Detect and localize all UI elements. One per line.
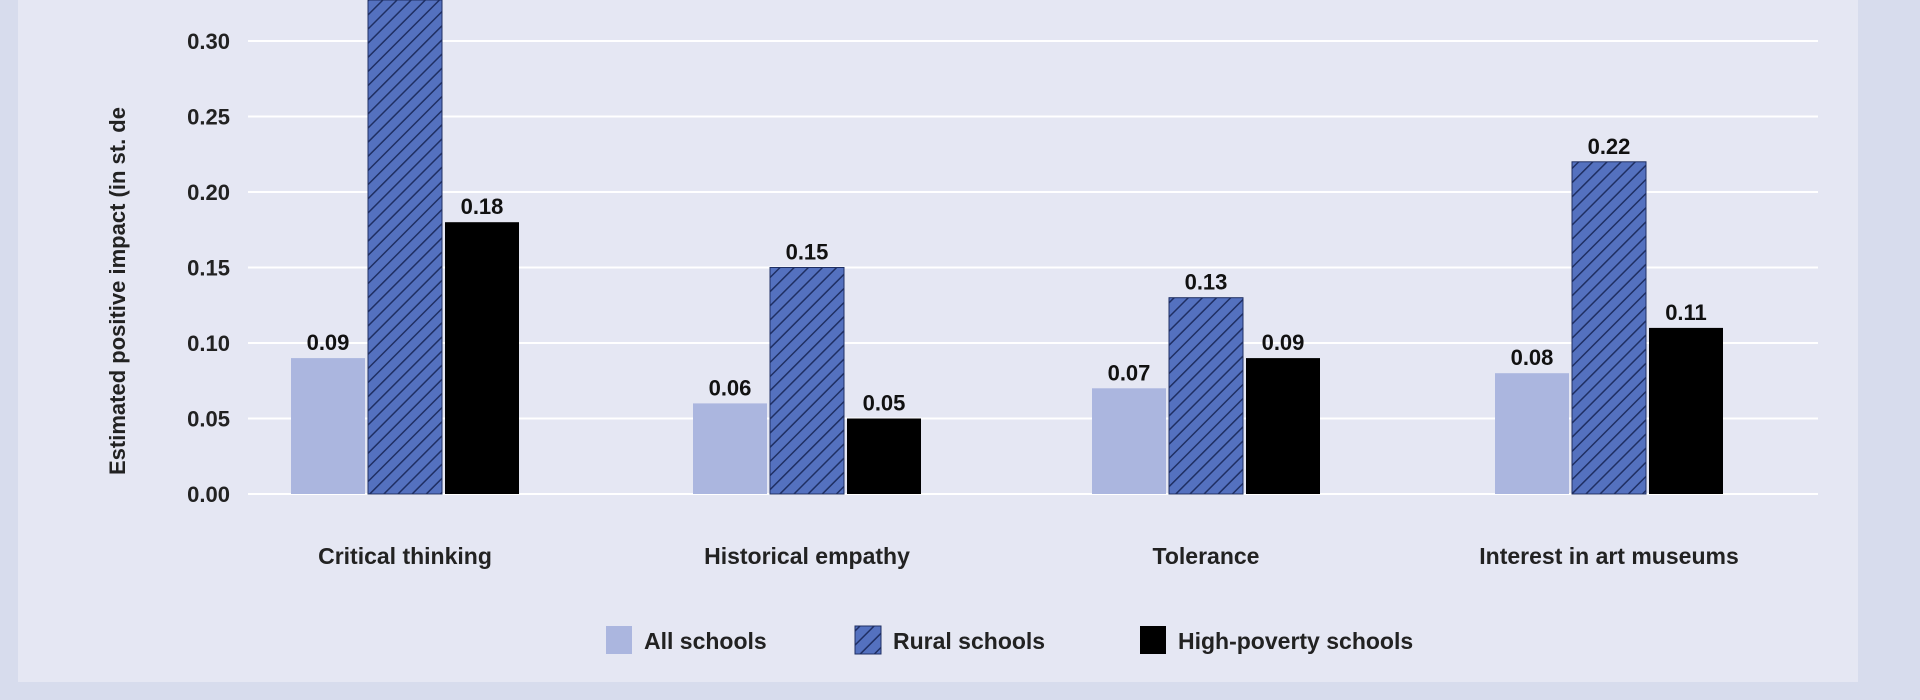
data-label: 0.11: [1665, 300, 1707, 325]
y-tick-label: 0.00: [187, 482, 230, 507]
data-label: 0.05: [863, 391, 906, 416]
data-label: 0.09: [1262, 330, 1305, 355]
y-tick-label: 0.15: [187, 256, 230, 281]
y-tick-label: 0.25: [187, 105, 230, 130]
y-tick-label: 0.05: [187, 407, 230, 432]
bar-all-schools: [693, 403, 767, 494]
legend: All schools Rural schools High-poverty sch…: [606, 625, 1413, 655]
legend-label: All schools: [644, 628, 767, 654]
legend-swatch: [1140, 626, 1166, 654]
y-tick-label: 0.10: [187, 331, 230, 356]
bar-high-poverty-schools: [1649, 327, 1723, 494]
data-label: 0.13: [1185, 270, 1228, 295]
legend-swatch: [606, 626, 632, 654]
category-label: Interest in art museums: [1479, 543, 1738, 569]
data-label: 0.09: [307, 330, 350, 355]
data-labels: 0.09 0.06 0.07 0.08 0.15 0.13 0.22 0.18 0.05 0.09…: [307, 134, 1707, 416]
category-label: Critical thinking: [318, 543, 492, 569]
bar-rural-schools: [1168, 297, 1244, 495]
legend-swatch: [854, 625, 882, 655]
data-label: 0.08: [1511, 345, 1554, 370]
y-tick-label: 0.20: [187, 180, 230, 205]
x-axis-categories: Critical thinking Historical empathy Toler…: [318, 543, 1739, 569]
bar-high-poverty-schools: [1246, 358, 1320, 494]
data-label: 0.07: [1108, 360, 1151, 385]
bar-high-poverty-schools: [847, 418, 921, 494]
data-label: 0.22: [1588, 134, 1631, 159]
legend-label: Rural schools: [893, 628, 1045, 654]
legend-label: High-poverty schools: [1178, 628, 1413, 654]
y-tick-label: 0.30: [187, 29, 230, 54]
bar-rural-schools: [769, 267, 845, 495]
bar-rural-schools: [367, 0, 443, 495]
bar-all-schools: [1495, 373, 1569, 494]
data-label: 0.15: [786, 240, 829, 265]
category-label: Historical empathy: [704, 543, 910, 569]
data-label: 0.18: [461, 194, 504, 219]
bar-all-schools: [291, 358, 365, 494]
data-label: 0.06: [709, 375, 752, 400]
category-label: Tolerance: [1153, 543, 1260, 569]
chart-panel: [18, 0, 1858, 682]
y-axis: 0.00 0.05 0.10 0.15 0.20 0.25 0.30: [187, 29, 230, 507]
y-axis-title: Estimated positive impact (in st. de: [105, 107, 130, 475]
bar-rural-schools: [1571, 161, 1647, 495]
bar-all-schools: [1092, 388, 1166, 494]
bars: [291, 0, 1723, 495]
bar-high-poverty-schools: [445, 222, 519, 494]
